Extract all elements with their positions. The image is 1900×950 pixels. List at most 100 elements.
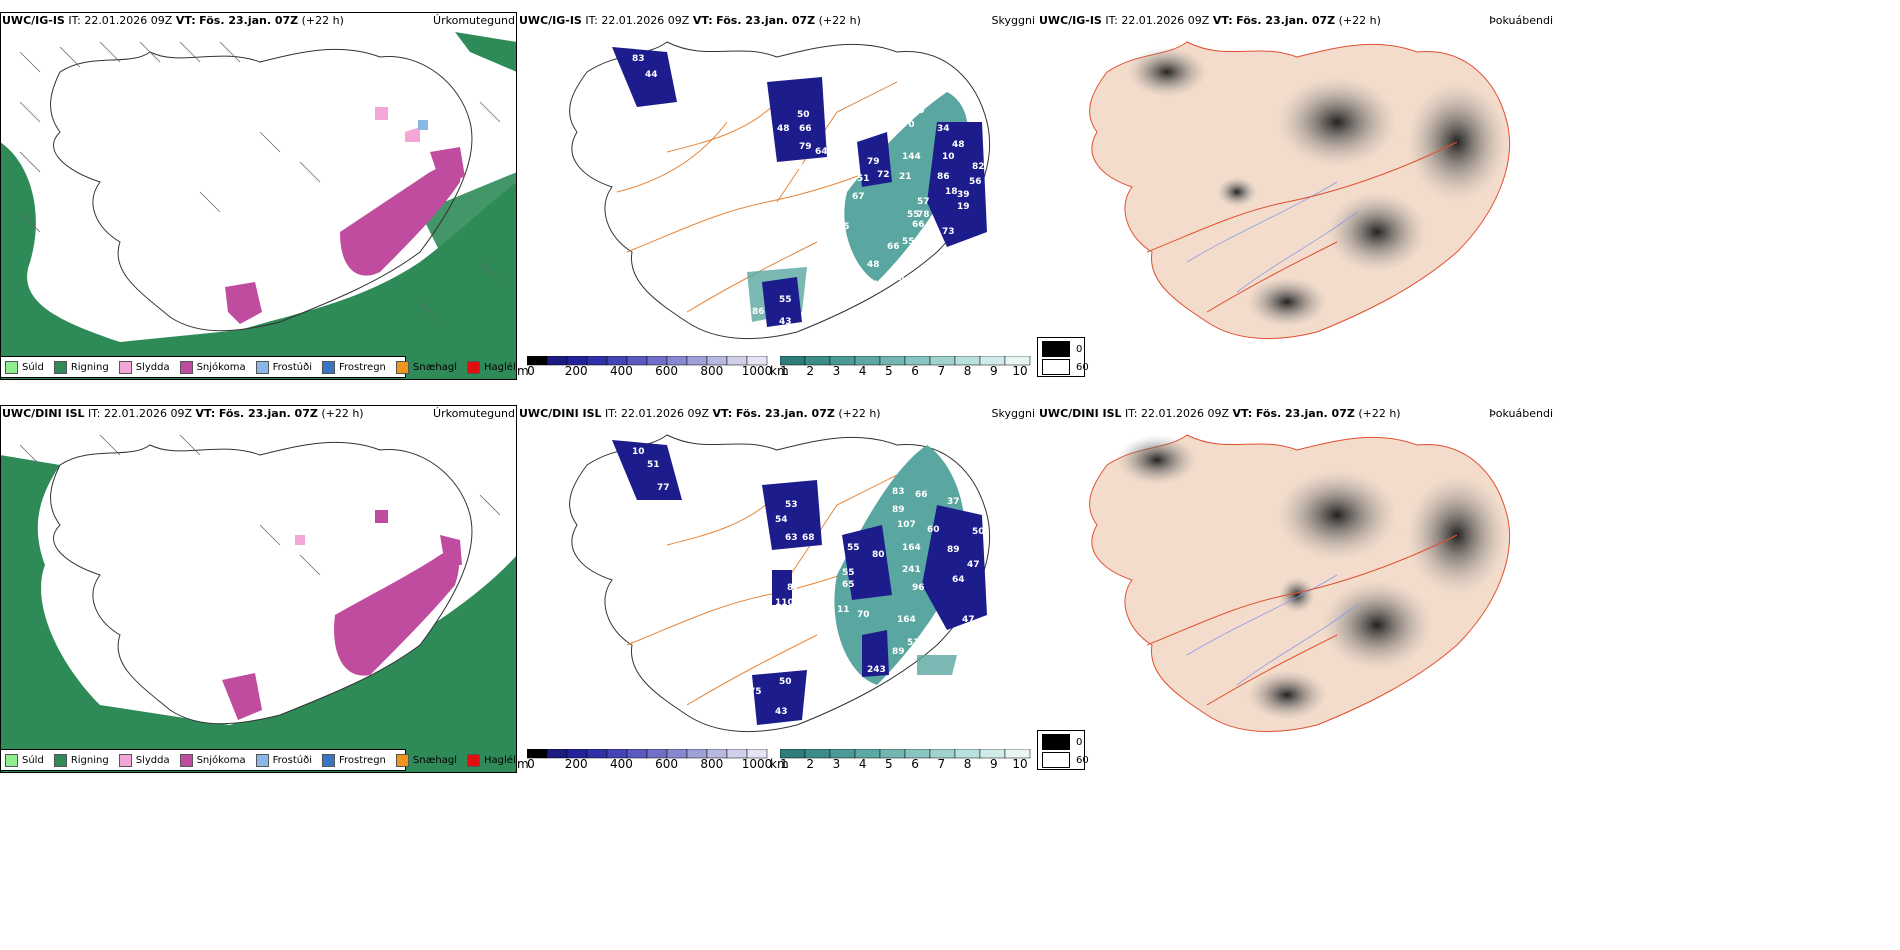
scale-tick-label: 0 (527, 757, 535, 771)
scale-tick-label: 6 (911, 757, 919, 771)
legend-item: Frostúði (255, 360, 312, 374)
scale-tick-label: 1000 (741, 757, 773, 771)
scale-unit: km (770, 364, 789, 378)
legend-swatch (467, 360, 481, 374)
cloudbase-value-label: 68 (802, 533, 815, 543)
panel-type-label: Skyggni (991, 14, 1035, 27)
rain-area (0, 455, 517, 773)
snow-area-ne (430, 147, 465, 182)
fog-legend-row: 60 (1042, 359, 1089, 375)
legend-item: Slydda (118, 753, 170, 767)
precip-map-dini (0, 405, 517, 773)
cloudbase-scale-bar (527, 749, 768, 759)
fog-panel-dini: UWC/DINI ISL IT: 22.01.2026 09Z VT: Fös.… (1037, 405, 1900, 773)
scale-tick-label: 10 (1012, 364, 1028, 378)
cloudbase-value-label: 110 (775, 598, 794, 608)
cloudbase-scale-ig: m 0 200 400 600 800 1000 (517, 356, 772, 380)
panel-frame (0, 405, 517, 773)
cloudbase-area-s (752, 670, 807, 725)
cloudbase-value-label: 54 (775, 515, 788, 525)
cloudbase-area-n (762, 480, 822, 550)
cloudbase-value-label: 82 (787, 583, 800, 593)
scale-tick-label: 800 (700, 364, 724, 378)
cloudbase-value-label: 57 (917, 197, 930, 207)
cloudbase-value-label: 55 (902, 237, 915, 247)
cloudbase-scale-bar (527, 356, 768, 366)
cloudbase-value-label: 243 (867, 665, 886, 675)
scale-segment (1004, 356, 1031, 366)
cloudbase-value-label: 96 (912, 583, 925, 593)
iceland-outline (569, 434, 991, 732)
visibility-area-s (917, 655, 957, 675)
scale-tick-label: 4 (858, 757, 867, 771)
cloudbase-value-label: 66 (799, 124, 812, 134)
precip-legend: Súld Rigning Slydda Snjókoma Frostúði Fr… (0, 749, 516, 771)
fog-legend-swatch (1042, 752, 1070, 768)
cloudbase-value-label: 53 (785, 500, 798, 510)
scale-tick-label: 2 (806, 757, 815, 771)
cloudbase-value-label: 56 (969, 177, 982, 187)
precip-panel-dini: UWC/DINI ISL IT: 22.01.2026 09Z VT: Fös.… (0, 405, 517, 773)
fog-legend-swatch (1042, 734, 1070, 750)
snow-area (340, 162, 461, 276)
cloudbase-value-label: 21 (899, 172, 912, 182)
iceland-outline (569, 41, 991, 339)
sleet-patch (375, 107, 388, 120)
cloudbase-area-s (762, 277, 802, 327)
scale-tick-label: 7 (937, 364, 946, 378)
cloudbase-value-label: 55 (847, 543, 860, 553)
cloudbase-value-label: 83 (632, 54, 645, 64)
cloudbase-value-label: 80 (872, 550, 885, 560)
visibility-scale-bar (780, 749, 1031, 759)
fog-panel-ig: UWC/IG-IS IT: 22.01.2026 09Z VT: Fös. 23… (1037, 12, 1900, 380)
rivers (1186, 574, 1358, 686)
cloudbase-area-n (767, 77, 827, 162)
panel-frame (0, 12, 517, 380)
legend-item: Snjókoma (179, 753, 246, 767)
cloudbase-area-e (927, 122, 987, 247)
legend-swatch (255, 753, 269, 767)
legend-item: Snæhagl (395, 360, 457, 374)
iceland-outline (50, 48, 473, 332)
legend-item: Frostúði (255, 753, 312, 767)
cloudbase-value-label: 68 (867, 82, 880, 92)
scale-tick-label: 5 (885, 757, 893, 771)
cloudbase-area-c (857, 132, 892, 187)
cloudbase-value-label: 48 (952, 140, 965, 150)
cloud-map-dini (569, 434, 991, 732)
cloudbase-value-label: 47 (967, 560, 980, 570)
cloudbase-value-label: 10 (942, 152, 955, 162)
cloudbase-value-label: 56 (892, 274, 905, 284)
cloudbase-value-label: 51 (647, 460, 660, 470)
cloudbase-value-label: 83 (892, 487, 905, 497)
cloudbase-value-label: 37 (947, 497, 960, 507)
cloudbase-value-label: 55 (842, 568, 855, 578)
cloudbase-value-label: 65 (842, 580, 855, 590)
cloudbase-value-label: 164 (897, 615, 916, 625)
legend-swatch (179, 753, 193, 767)
panel-header: UWC/IG-IS IT: 22.01.2026 09Z VT: Fös. 23… (2, 14, 344, 27)
cloudbase-value-label: 50 (797, 110, 810, 120)
fog-legend: 0 60 (1037, 730, 1089, 770)
cloudbase-value-label: 50 (779, 677, 792, 687)
cloudbase-value-label: 10 (632, 447, 645, 457)
cloudbase-value-label: 64 (952, 575, 965, 585)
panel-header: UWC/DINI ISL IT: 22.01.2026 09Z VT: Fös.… (519, 407, 881, 420)
scale-tick-label: 2 (806, 364, 815, 378)
cloudbase-area-nw (612, 440, 682, 500)
cloudbase-value-label: 51 (857, 174, 870, 184)
scale-tick-label: 0 (527, 364, 535, 378)
legend-item: Snjókoma (179, 360, 246, 374)
cloudbase-value-label: 75 (749, 687, 762, 697)
scale-tick-label: 7 (937, 757, 946, 771)
legend-item: Snæhagl (395, 753, 457, 767)
legend-item: Frostregn (322, 360, 386, 374)
scale-segment (586, 749, 608, 759)
cloudbase-value-label: 51 (907, 638, 920, 648)
cloud-panel-dini: UWC/DINI ISL IT: 22.01.2026 09Z VT: Fös.… (517, 405, 1037, 773)
cloudbase-value-label: 70 (912, 106, 925, 116)
cloudbase-value-label: 89 (892, 647, 905, 657)
cloudbase-value-label: 48 (867, 260, 880, 270)
scale-tick-label: 200 (564, 757, 588, 771)
scale-tick-label: 10 (1012, 757, 1028, 771)
